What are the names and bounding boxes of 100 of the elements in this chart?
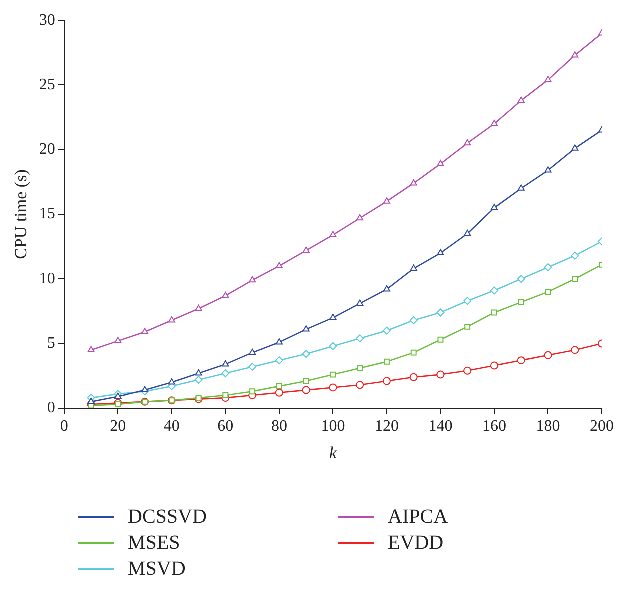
y-tick-label: 20 <box>39 141 56 158</box>
point <box>276 338 283 345</box>
point <box>356 381 364 390</box>
point <box>114 337 122 344</box>
point <box>222 392 229 398</box>
x-tick-label: 20 <box>110 418 126 436</box>
x-tick-label: 100 <box>321 418 346 436</box>
y-tick-label: 10 <box>39 270 56 288</box>
point <box>410 316 418 324</box>
x-tick-label: 0 <box>60 418 68 436</box>
y-tick-label: 30 <box>39 12 56 29</box>
point <box>464 366 472 375</box>
point <box>302 350 310 358</box>
point <box>356 300 364 306</box>
point <box>250 388 256 395</box>
point <box>330 372 336 378</box>
point <box>222 292 230 298</box>
point <box>302 386 310 394</box>
point <box>168 316 176 323</box>
point <box>276 383 282 390</box>
point <box>88 398 95 404</box>
point <box>382 377 391 386</box>
point <box>572 144 579 151</box>
point <box>490 362 498 370</box>
point <box>276 262 283 268</box>
x-axis-title: k <box>329 443 338 462</box>
point <box>382 326 391 335</box>
x-tick-label: 160 <box>482 418 506 436</box>
point <box>572 52 579 58</box>
x-tick-label: 140 <box>428 418 453 436</box>
point <box>249 276 256 283</box>
point <box>329 384 338 392</box>
point <box>490 204 498 210</box>
y-tick-label: 5 <box>47 334 56 352</box>
point <box>464 324 471 330</box>
point <box>490 120 498 126</box>
y-tick-label: 15 <box>39 206 56 223</box>
point <box>330 231 337 238</box>
y-axis-title: CPU time (s) <box>12 170 31 260</box>
point <box>436 308 445 317</box>
point <box>571 346 580 354</box>
point <box>544 264 552 272</box>
point <box>437 249 444 256</box>
legend-label: AIPCA <box>388 506 448 528</box>
point <box>222 370 230 378</box>
point <box>142 328 149 334</box>
point <box>464 139 472 146</box>
point <box>545 289 552 296</box>
point <box>571 252 580 260</box>
point <box>356 214 364 221</box>
point <box>544 166 552 173</box>
point <box>303 378 310 384</box>
point <box>330 314 337 320</box>
point <box>438 336 444 343</box>
x-tick-label: 200 <box>590 418 614 436</box>
point <box>518 299 524 306</box>
point <box>490 286 498 295</box>
point <box>222 360 230 367</box>
point <box>410 264 418 272</box>
y-tick-label: 25 <box>39 76 56 94</box>
point <box>302 326 310 332</box>
point <box>194 376 203 384</box>
point <box>249 348 256 356</box>
x-tick-label: 120 <box>374 418 399 436</box>
point <box>195 370 202 376</box>
point <box>436 370 445 379</box>
legend-label: EVDD <box>388 532 444 554</box>
point <box>142 386 149 393</box>
point <box>383 198 390 204</box>
point <box>464 297 472 306</box>
point <box>410 350 417 356</box>
legend-label: DCSSVD <box>128 506 207 528</box>
point <box>437 160 444 166</box>
y-tick-label: 0 <box>47 400 56 417</box>
point <box>329 342 338 350</box>
point <box>518 96 525 103</box>
point <box>356 334 364 343</box>
point <box>302 246 310 253</box>
x-tick-label: 40 <box>164 418 180 436</box>
point <box>410 179 418 186</box>
point <box>410 373 418 382</box>
point <box>275 356 284 365</box>
point <box>88 346 95 352</box>
point <box>544 351 552 360</box>
x-tick-label: 80 <box>271 418 288 436</box>
point <box>195 304 202 312</box>
point <box>384 358 390 365</box>
point <box>383 285 390 292</box>
x-tick-label: 180 <box>536 418 560 436</box>
point <box>115 402 122 408</box>
point <box>464 230 472 236</box>
point <box>572 276 578 282</box>
point <box>357 365 364 372</box>
point <box>544 76 552 82</box>
point <box>275 388 284 397</box>
point <box>517 356 526 365</box>
legend-label: MSES <box>128 532 180 554</box>
point <box>517 275 526 284</box>
point <box>248 363 257 372</box>
x-tick-label: 60 <box>218 418 234 436</box>
